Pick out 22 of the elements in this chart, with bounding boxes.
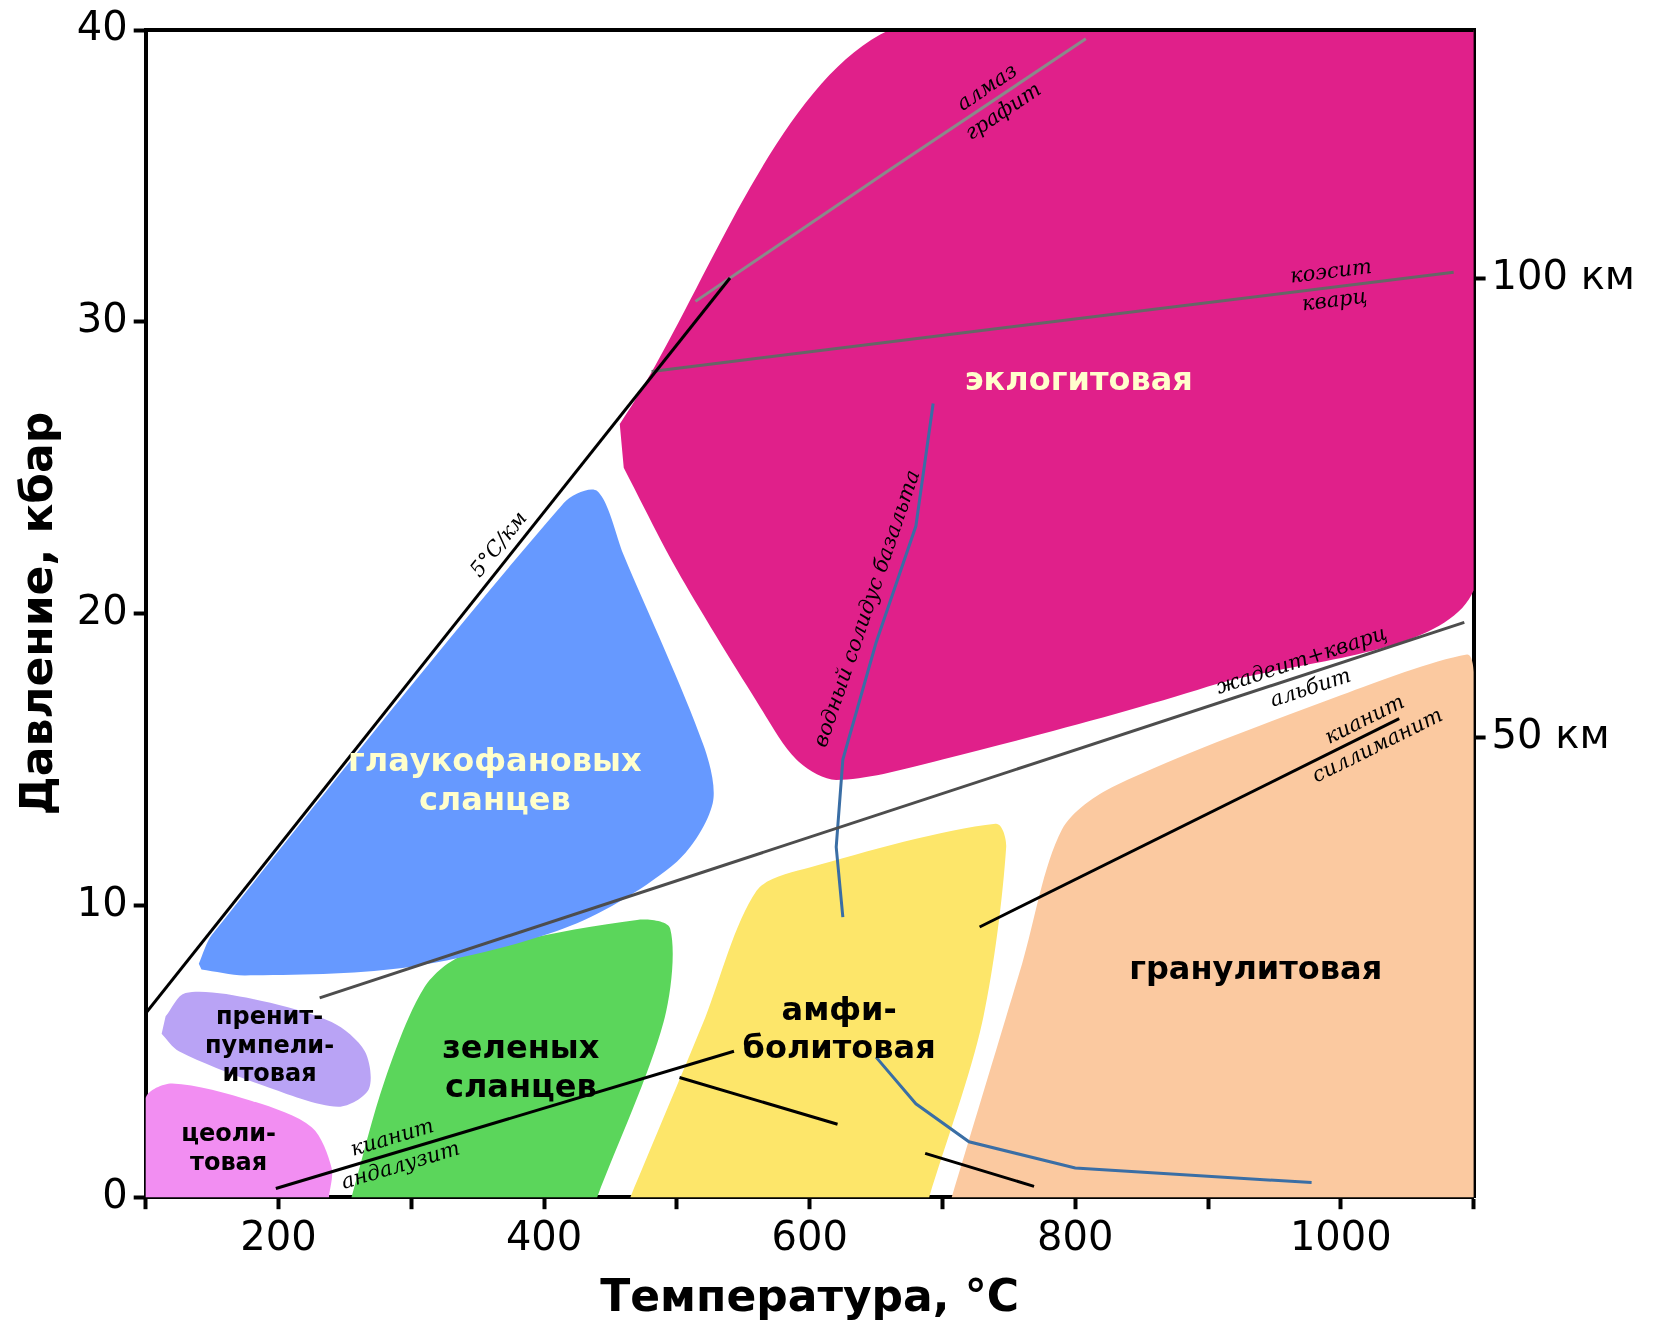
series-label: эклогитовая xyxy=(964,359,1193,398)
series-label: зеленых сланцев xyxy=(442,1028,600,1105)
x-tick-label: 600 xyxy=(771,1212,848,1259)
series-label: цеоли- товая xyxy=(181,1118,277,1176)
y-tick-label: 0 xyxy=(102,1170,128,1217)
y-axis-title: Давление, кбар xyxy=(10,411,62,816)
x-axis-title: Температура, °C xyxy=(600,1270,1020,1322)
series-label: пренит- пумпели- итовая xyxy=(205,1001,335,1088)
annotation: коэсит кварц xyxy=(1288,253,1374,316)
y2-tick-label: 50 км xyxy=(1491,711,1610,758)
series-label: глаукофановых сланцев xyxy=(347,741,642,818)
x-tick-label: 400 xyxy=(505,1212,583,1259)
series-label: амфи- болитовая xyxy=(742,989,936,1067)
y-tick-label: 40 xyxy=(76,3,128,50)
x-tick-label: 1000 xyxy=(1289,1212,1392,1259)
x-tick-label: 800 xyxy=(1037,1212,1114,1259)
x-tick-label: 200 xyxy=(240,1212,317,1259)
series-label: гранулитовая xyxy=(1129,949,1383,988)
y-tick-label: 20 xyxy=(76,586,128,633)
y-tick-label: 30 xyxy=(76,295,128,342)
y-tick-label: 10 xyxy=(76,878,128,925)
y2-tick-label: 100 км xyxy=(1491,251,1636,298)
